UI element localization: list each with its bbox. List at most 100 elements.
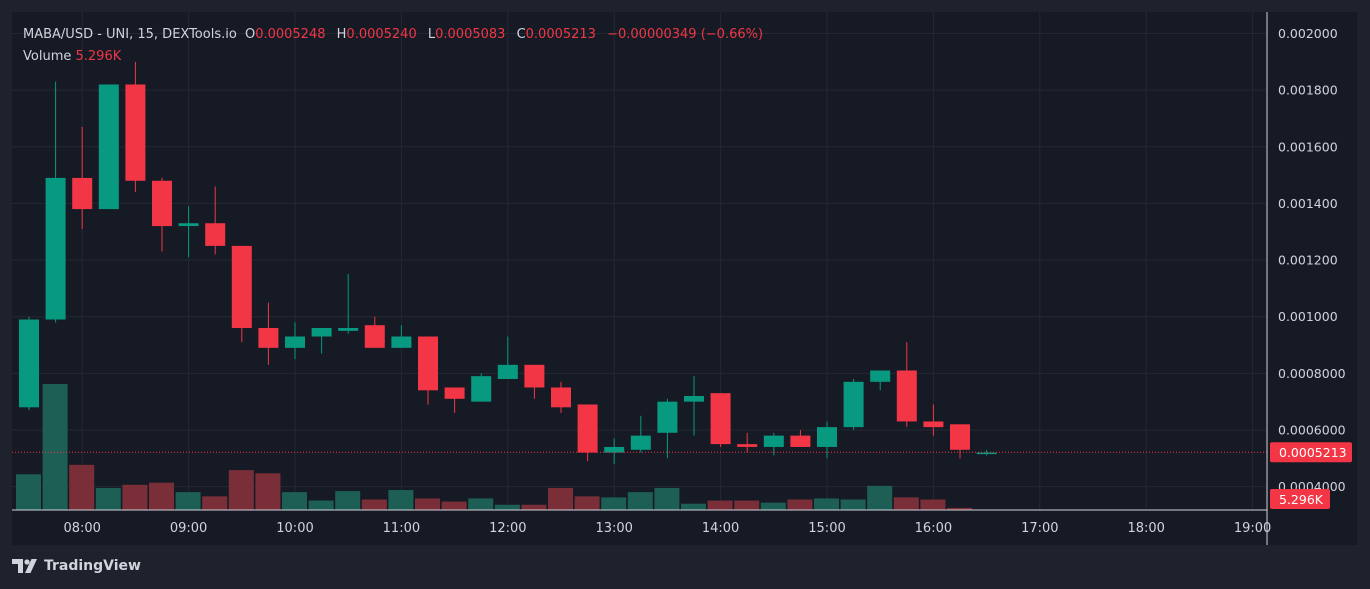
candle [391, 325, 412, 348]
candle [231, 245, 252, 343]
axes[interactable]: 0.002000 0.001800 0.001600 0.001400 0.001200… [12, 12, 1352, 545]
volume-bar [202, 496, 228, 510]
change-value: −0.00000349 (−0.66%) [607, 27, 764, 42]
candle-body [923, 421, 944, 428]
candle [763, 432, 784, 456]
candle-body [843, 381, 864, 428]
price-tick-label: 0.0006000 [1278, 422, 1346, 437]
candle [418, 336, 438, 405]
time-tick-label: 08:00 [63, 521, 100, 536]
candle [178, 206, 199, 258]
volume-bar [361, 499, 387, 510]
candle-body [72, 177, 93, 210]
candlestick-chart[interactable]: 0.002000 0.001800 0.001600 0.001400 0.001200… [12, 12, 1357, 545]
candle [364, 316, 385, 348]
candle-body [976, 452, 997, 455]
candle-body [19, 319, 39, 408]
candle-body [524, 364, 545, 388]
low-label: L [427, 27, 436, 42]
candle [976, 449, 997, 456]
chart-frame[interactable]: 0.002000 0.001800 0.001600 0.001400 0.001200… [12, 12, 1357, 545]
candle-body [870, 370, 891, 382]
price-tick-label: 0.001000 [1278, 309, 1338, 324]
candles [12, 61, 1267, 464]
volume-bar [814, 498, 839, 510]
candle [497, 336, 518, 379]
volume-bar [548, 487, 573, 510]
volume-bar [308, 500, 334, 510]
volume-bar [920, 499, 946, 510]
candle [577, 404, 598, 462]
last-price-tag-label: 0.0005213 [1279, 445, 1347, 460]
time-tick-label: 12:00 [489, 521, 526, 536]
time-tick-label: 14:00 [702, 521, 739, 536]
volume-bar [175, 492, 201, 510]
candle [551, 381, 571, 413]
price-tick-label: 0.001200 [1278, 253, 1338, 268]
volume-bar [947, 507, 972, 510]
candle-body [896, 370, 917, 422]
volume-bar [335, 491, 361, 510]
time-tick-label: 17:00 [1021, 521, 1058, 536]
high-label: H [336, 27, 347, 42]
ohlc-line: MABA/USD - UNI, 15, DEXTools.io O0.00052… [23, 24, 770, 46]
high-value: 0.0005240 [346, 27, 417, 42]
candle-body [657, 401, 678, 433]
volume-bar [627, 492, 653, 510]
volume-bar [95, 487, 121, 510]
candle [444, 387, 465, 413]
last-price-tag [1270, 442, 1352, 463]
candle [684, 376, 704, 436]
candle [896, 342, 917, 428]
candle-body [285, 336, 305, 348]
candle-body [471, 376, 492, 402]
candle-body [231, 245, 252, 329]
volume-bar [42, 384, 68, 510]
volume-bar [521, 504, 547, 510]
candle [790, 429, 811, 447]
volume-bars [16, 384, 972, 510]
volume-tag [1270, 489, 1330, 509]
time-tick-label: 15:00 [808, 521, 845, 536]
candle-body [737, 444, 758, 447]
symbol-title[interactable]: MABA/USD - UNI, 15, DEXTools.io [23, 27, 237, 42]
candle-body [790, 435, 811, 447]
volume-bar [601, 497, 627, 510]
price-tick-label: 0.001800 [1278, 83, 1338, 98]
candle [923, 404, 944, 436]
volume-bar [441, 501, 467, 510]
price-tick-label: 0.0008000 [1278, 366, 1346, 381]
candle-body [98, 84, 119, 210]
candle-body [604, 446, 625, 453]
tradingview-wordmark: TradingView [44, 558, 141, 574]
volume-bar [282, 492, 307, 510]
candle [205, 186, 226, 255]
tradingview-branding[interactable]: TradingView [12, 558, 141, 574]
candle-body [577, 404, 598, 453]
candle [524, 364, 545, 399]
candle-body [950, 424, 970, 450]
volume-bar [149, 482, 174, 510]
candle [870, 370, 891, 391]
candle [471, 373, 492, 402]
time-tick-label: 09:00 [170, 521, 207, 536]
volume-bar [122, 484, 148, 510]
candle [258, 302, 279, 365]
candle-body [551, 387, 571, 408]
volume-bar [574, 496, 600, 510]
low-value: 0.0005083 [435, 27, 506, 42]
price-tick-label: 0.001400 [1278, 196, 1338, 211]
candle-body [497, 364, 518, 379]
volume-bar [388, 490, 414, 510]
candle [125, 61, 146, 193]
candle [285, 322, 305, 360]
volume-value: 5.296K [75, 49, 122, 64]
volume-bar [681, 503, 706, 510]
candle [657, 398, 678, 459]
volume-bar [867, 485, 893, 510]
volume-bar [760, 502, 786, 510]
candle-body [817, 427, 837, 447]
candle [950, 424, 970, 459]
candle-body [630, 435, 651, 450]
candle-body [125, 84, 146, 181]
